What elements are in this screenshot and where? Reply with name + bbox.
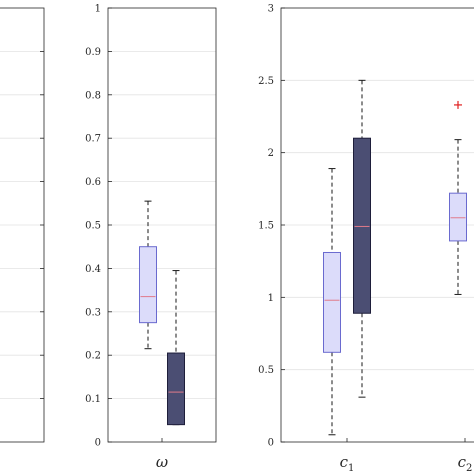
y-tick-label: 0.8 <box>85 90 101 101</box>
y-tick-label: 0.9 <box>85 47 101 58</box>
y-tick-label: 0.1 <box>85 394 101 405</box>
x-axis-label-subscript: 1 <box>348 463 354 474</box>
y-tick-label: 1 <box>268 293 274 304</box>
y-tick-label: 0.6 <box>85 177 101 188</box>
y-tick-label: 1 <box>95 4 101 15</box>
box-light <box>139 246 157 324</box>
box-light <box>323 251 341 353</box>
y-tick-label: 0.4 <box>85 264 101 275</box>
y-tick-label: 3 <box>268 4 274 15</box>
box-dark <box>353 137 371 314</box>
left-partial-panel <box>0 7 45 443</box>
y-tick-label: 0.2 <box>85 351 101 362</box>
y-tick-label: 0.5 <box>85 221 101 232</box>
y-tick-label: 0.5 <box>258 365 274 376</box>
y-tick-label: 0 <box>268 438 274 449</box>
omega-panel: 0 0.1 0.2 0.3 0.4 0.5 0.6 0.7 0.8 0.9 1 ω <box>85 4 217 471</box>
c-parameters-panel: 0 0.5 1 1.5 2 2.5 3 c1 c2 <box>258 4 474 474</box>
y-tick-label: 0.7 <box>85 134 101 145</box>
box-dark <box>167 352 185 426</box>
y-tick-label: 2.5 <box>258 76 274 87</box>
y-tick-label: 0.3 <box>85 307 101 318</box>
x-axis-label: c2 <box>458 453 473 474</box>
y-tick-label: 2 <box>268 148 274 159</box>
x-axis-label-subscript: 2 <box>466 463 472 474</box>
box-light <box>449 192 467 242</box>
y-tick-label: 1.5 <box>258 221 274 232</box>
x-axis-label: c1 <box>340 453 355 474</box>
x-axis-label: ω <box>156 453 168 471</box>
y-tick-label: 0 <box>95 438 101 449</box>
